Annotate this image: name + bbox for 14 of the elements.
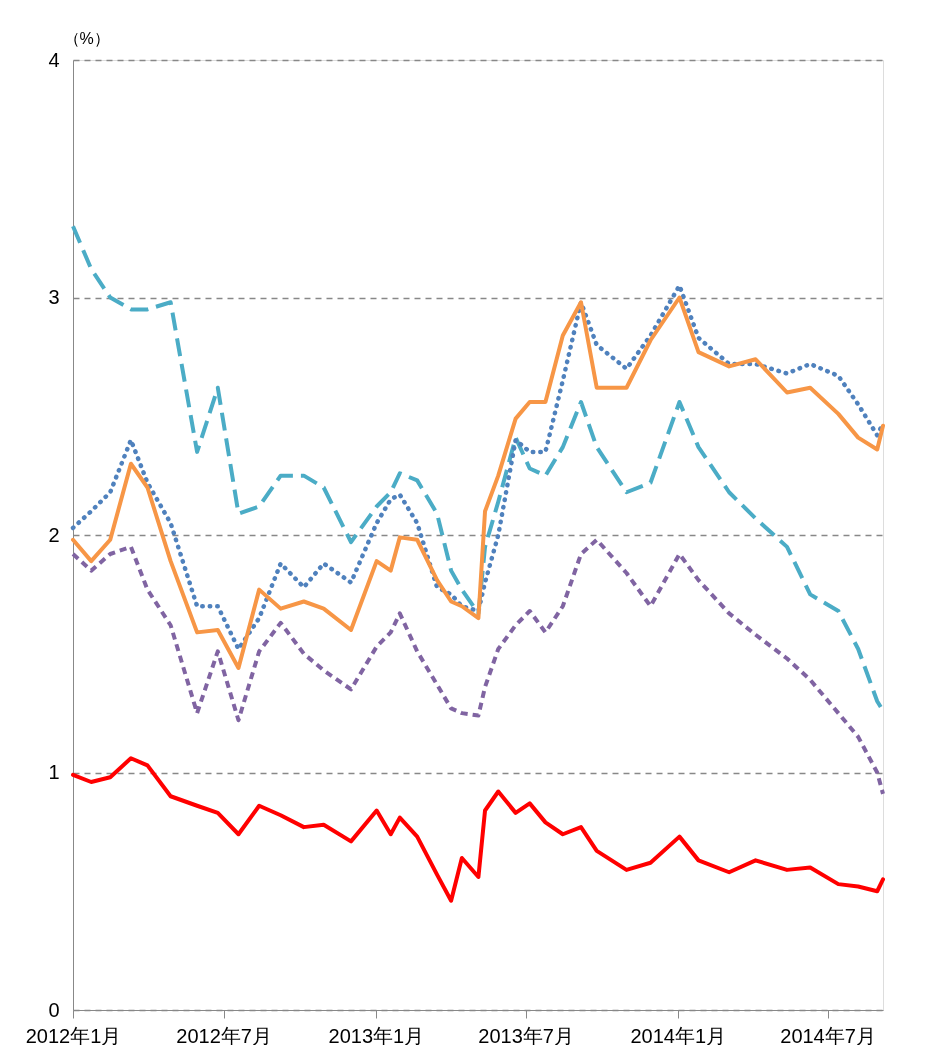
x-tick-label: 2014年7月 — [780, 1024, 876, 1045]
y-tick-label: 2 — [48, 523, 60, 546]
x-tick-label: 2014年1月 — [630, 1024, 727, 1045]
x-tick-label: 2013年1月 — [328, 1024, 425, 1045]
y-tick-label: 0 — [48, 998, 60, 1021]
line-series — [71, 756, 885, 903]
y-axis-title: （%） — [63, 29, 110, 47]
y-tick-label: 1 — [48, 761, 60, 783]
line-series — [71, 537, 885, 796]
x-tick-label: 2012年7月 — [176, 1024, 272, 1045]
y-tick-label: 4 — [48, 48, 60, 71]
x-tick-label: 2012年1月 — [25, 1024, 122, 1045]
y-tick-label: 3 — [48, 286, 60, 308]
x-tick-label: 2013年7月 — [478, 1024, 574, 1045]
